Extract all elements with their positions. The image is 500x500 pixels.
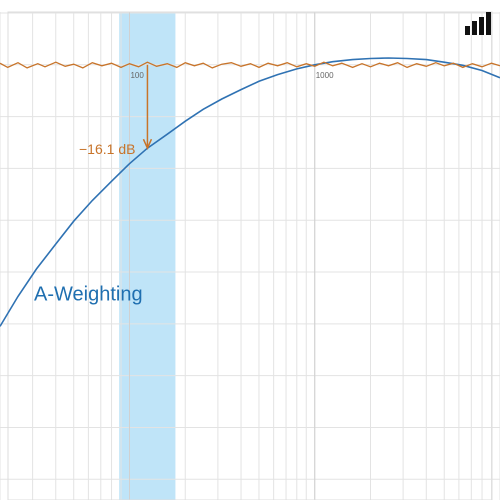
x-tick-label: 1000 (316, 71, 334, 80)
annotation-arrowhead (142, 138, 153, 151)
frame (7, 11, 493, 500)
series-line (0, 61, 500, 69)
chart-icon[interactable] (465, 12, 491, 35)
x-tick-label: 100 (130, 71, 144, 80)
icon-bar (465, 26, 470, 35)
series-label: A-Weighting (34, 283, 143, 305)
icon-bar (486, 12, 491, 35)
icon-bar (472, 21, 477, 35)
series-line (0, 57, 500, 327)
icon-bar (479, 17, 484, 35)
plot: 100 1000 −16.1 dB A-Weighting (0, 11, 500, 500)
annotation-label: −16.1 dB (79, 141, 135, 157)
